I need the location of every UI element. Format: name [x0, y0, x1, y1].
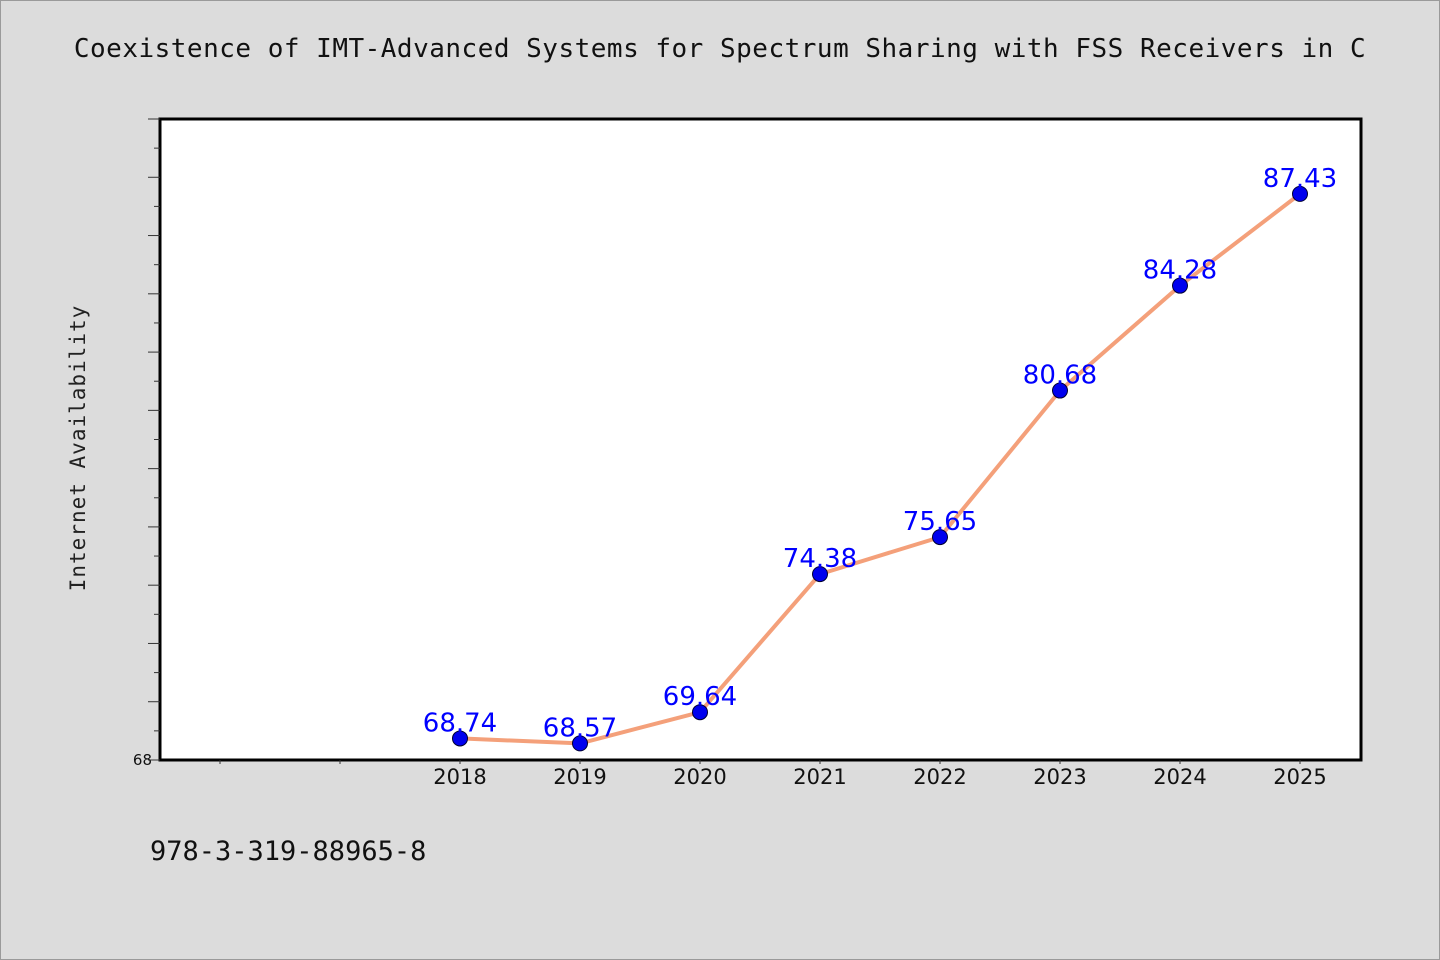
data-point [692, 704, 708, 721]
y-tick-label: 68 [133, 751, 152, 769]
data-label: 80.68 [1023, 361, 1097, 391]
x-tick-labels: 2018 2019 2020 2021 2022 2023 2024 2025 [433, 765, 1326, 789]
chart-title: Coexistence of IMT-Advanced Systems for … [73, 34, 1367, 64]
x-tick-label: 2018 [433, 765, 486, 789]
data-point [932, 529, 948, 546]
x-tick-label: 2021 [793, 765, 846, 789]
data-point [1292, 185, 1308, 202]
x-tick-label: 2019 [553, 765, 606, 789]
plot-area [158, 117, 1363, 762]
data-label: 87.43 [1263, 164, 1337, 194]
y-tick-labels: 68 [133, 751, 152, 769]
x-tick-label: 2024 [1153, 765, 1206, 789]
x-tick-label: 2022 [913, 765, 966, 789]
data-point [1052, 382, 1068, 399]
data-point [572, 735, 588, 752]
data-label: 69.64 [663, 682, 737, 712]
axis-ticks [148, 118, 1301, 764]
x-tick-label: 2025 [1273, 765, 1326, 789]
data-label: 68.74 [423, 708, 497, 738]
x-tick-label: 2020 [673, 765, 726, 789]
data-point [452, 730, 468, 747]
footnote: 978-3-319-88965-8 [150, 836, 427, 867]
data-label: 68.57 [543, 713, 617, 743]
data-label: 74.38 [783, 544, 857, 574]
data-point [812, 566, 828, 583]
data-point [1172, 277, 1188, 294]
data-label: 84.28 [1143, 256, 1217, 286]
data-label: 75.65 [903, 507, 977, 537]
data-markers [452, 185, 1308, 752]
series-line [458, 191, 1302, 746]
data-labels: 68.74 68.57 69.64 74.38 75.65 80.68 84.28 87.43 [423, 164, 1337, 744]
x-tick-label: 2023 [1033, 765, 1086, 789]
